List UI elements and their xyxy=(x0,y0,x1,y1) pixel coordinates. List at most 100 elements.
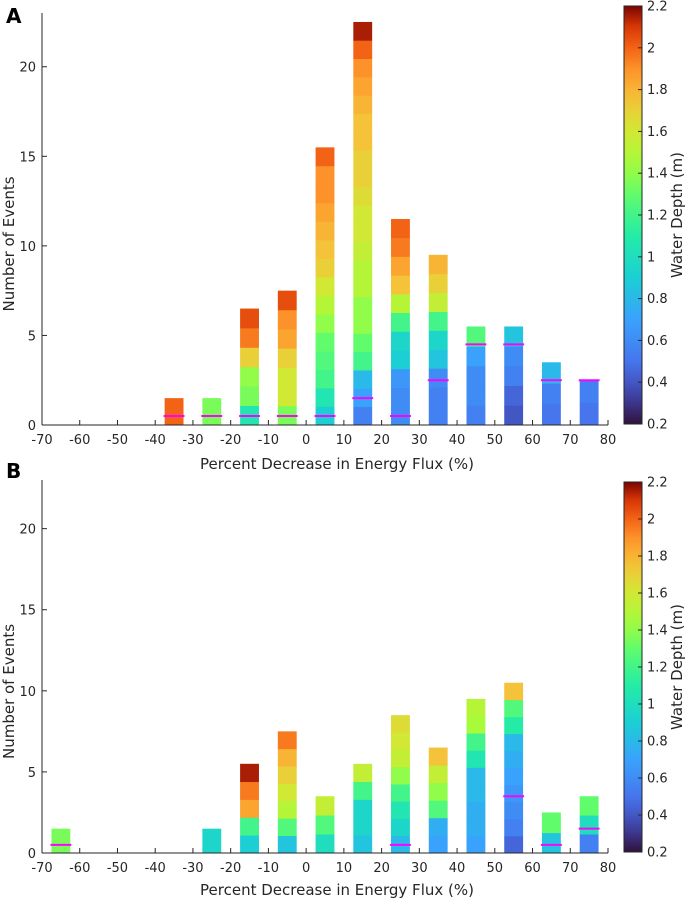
bar-segment xyxy=(353,241,373,261)
bar-segment xyxy=(504,784,524,803)
bar-segment xyxy=(315,313,335,333)
colorbar-tick-label: 0.4 xyxy=(647,376,668,391)
bar-segment xyxy=(579,834,599,854)
colorbar-tick-label: 2 xyxy=(647,41,655,56)
x-tick-label: 50 xyxy=(487,861,504,876)
bar-segment xyxy=(466,385,486,406)
bar-segment xyxy=(391,368,410,388)
bar-segment xyxy=(466,405,486,426)
histogram-bin xyxy=(314,147,336,426)
y-tick-label: 10 xyxy=(19,685,36,700)
bar-segment xyxy=(391,256,410,276)
chart-panel-B: B-70 -60 -50 -40 -30 -20 -10 0 10 20 30 40 50 60 70 800… xyxy=(0,459,686,899)
bar-segment xyxy=(202,398,222,426)
x-tick-label: -70 xyxy=(31,861,52,876)
histogram-bin xyxy=(50,828,72,854)
x-tick-label: 40 xyxy=(449,861,466,876)
bar-segment xyxy=(353,168,373,188)
colorbar-tick-label: 0.8 xyxy=(647,292,668,307)
bar-segment xyxy=(391,387,410,407)
colorbar-tick-label: 1.6 xyxy=(647,587,668,602)
bar-segment xyxy=(428,368,448,388)
histogram-bin xyxy=(352,21,374,426)
bar-segment xyxy=(504,346,524,367)
x-tick-label: -30 xyxy=(182,861,203,876)
bar-segment xyxy=(504,733,524,752)
bar-segment xyxy=(277,731,297,750)
bar-segment xyxy=(240,308,259,329)
bar-segment xyxy=(391,331,410,351)
bar-segment xyxy=(315,350,335,370)
bar-segment xyxy=(391,784,410,802)
x-tick-label: -30 xyxy=(182,433,203,448)
bar-segment xyxy=(353,186,373,206)
bar-segment xyxy=(504,767,524,786)
histogram-bin xyxy=(239,308,260,426)
y-axis-label: Number of Events xyxy=(0,176,18,311)
histogram-bin xyxy=(202,828,222,854)
bar-segment xyxy=(466,698,486,717)
histogram-bin xyxy=(163,398,185,426)
bar-segment xyxy=(428,817,448,836)
bar-segment xyxy=(277,783,297,802)
bar-segment xyxy=(579,796,599,816)
bar-segment xyxy=(579,402,599,426)
bar-segment xyxy=(240,366,259,387)
bar-segment xyxy=(504,385,524,406)
histogram-bin xyxy=(277,731,297,854)
y-tick-label: 0 xyxy=(28,419,36,434)
bar-segment xyxy=(353,817,373,836)
bar-segment xyxy=(391,275,410,295)
bar-segment xyxy=(277,290,297,311)
bar-segment xyxy=(353,799,373,818)
bar-segment xyxy=(391,293,410,314)
bar-segment xyxy=(428,835,448,854)
colorbar-tick-label: 1.2 xyxy=(647,209,668,224)
histogram-bin xyxy=(466,698,486,854)
bar-segment xyxy=(504,835,524,854)
bar-segment xyxy=(391,350,410,370)
x-tick-label: -60 xyxy=(69,433,90,448)
bar-segment xyxy=(428,273,448,294)
colorbar-tick-label: 1.4 xyxy=(647,624,668,639)
bar-segment xyxy=(353,223,373,243)
x-tick-label: -40 xyxy=(145,433,166,448)
y-axis-label: Number of Events xyxy=(0,624,18,759)
bar-segment xyxy=(353,370,373,389)
bar-segment xyxy=(240,763,259,783)
bar-segment xyxy=(240,347,259,368)
histogram-bin xyxy=(390,715,411,854)
x-tick-label: 0 xyxy=(302,861,310,876)
bar-segment xyxy=(428,292,448,312)
bar-segment xyxy=(353,315,373,334)
bar-segment xyxy=(164,398,184,426)
colorbar-tick-label: 2.2 xyxy=(647,0,668,15)
bar-segment xyxy=(428,311,448,331)
x-tick-label: -60 xyxy=(69,861,90,876)
bar-segment xyxy=(391,715,410,733)
bar-segment xyxy=(315,295,335,315)
histogram-bin xyxy=(503,682,525,854)
bar-segment xyxy=(428,800,448,819)
colorbar-tick-label: 0.4 xyxy=(647,809,668,824)
colorbar-tick-label: 0.8 xyxy=(647,735,668,750)
bar-segment xyxy=(277,800,297,819)
bar-segment xyxy=(240,781,259,800)
colorbar-label: Water Depth (m) xyxy=(668,604,686,730)
x-tick-label: 50 xyxy=(487,433,504,448)
bar-segment xyxy=(428,387,448,407)
bar-segment xyxy=(315,834,335,854)
bar-segment xyxy=(466,733,486,751)
y-tick-label: 5 xyxy=(28,766,36,781)
bar-segment xyxy=(504,326,524,347)
chart-panel-A: A-70 -60 -50 -40 -30 -20 -10 0 10 20 30 40 50 60 70 800… xyxy=(0,0,686,473)
x-tick-label: 20 xyxy=(373,861,390,876)
bar-segment xyxy=(391,312,410,332)
bar-segment xyxy=(315,796,335,816)
bar-segment xyxy=(466,326,486,347)
bar-segment xyxy=(466,750,486,768)
bar-segment xyxy=(391,818,410,837)
bar-segment xyxy=(428,765,448,784)
x-tick-label: 10 xyxy=(336,433,353,448)
